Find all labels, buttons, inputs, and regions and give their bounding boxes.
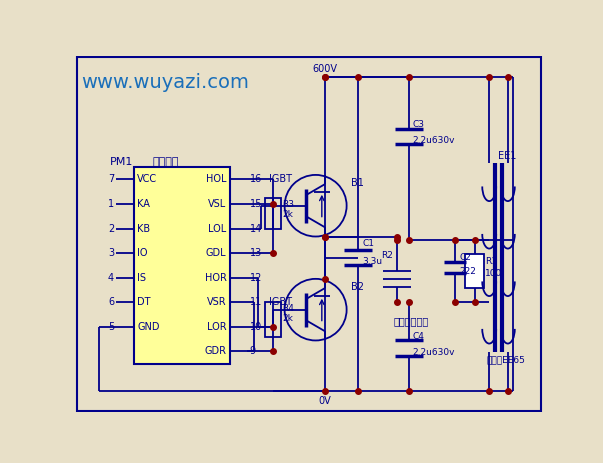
- Text: 3: 3: [108, 248, 114, 258]
- Text: 600V: 600V: [312, 64, 338, 75]
- Text: 5: 5: [108, 322, 114, 332]
- Text: 11: 11: [250, 297, 262, 307]
- Text: KA: KA: [137, 199, 150, 209]
- Text: 4: 4: [108, 273, 114, 282]
- Bar: [133, 167, 230, 363]
- Text: LOL: LOL: [208, 224, 227, 233]
- Text: 0V: 0V: [318, 395, 331, 406]
- Text: KB: KB: [137, 224, 151, 233]
- Text: 9: 9: [250, 346, 256, 357]
- Text: 3.3u: 3.3u: [362, 257, 382, 266]
- Bar: [265, 302, 281, 337]
- Text: GND: GND: [137, 322, 160, 332]
- Text: C2: C2: [459, 253, 471, 262]
- Text: EE1: EE1: [497, 150, 516, 161]
- Text: 7: 7: [108, 175, 114, 184]
- Text: 电流取样线圈: 电流取样线圈: [393, 316, 428, 326]
- Text: 10: 10: [250, 322, 262, 332]
- Text: R2: R2: [382, 251, 393, 260]
- Text: 100: 100: [485, 269, 502, 278]
- Text: HOL: HOL: [206, 175, 227, 184]
- Text: VSR: VSR: [207, 297, 227, 307]
- Text: 2k: 2k: [282, 211, 293, 219]
- Text: GDL: GDL: [206, 248, 227, 258]
- Text: 2.2u630v: 2.2u630v: [412, 136, 455, 145]
- Text: VSL: VSL: [208, 199, 227, 209]
- Text: IS: IS: [137, 273, 147, 282]
- Text: 2: 2: [108, 224, 114, 233]
- Text: R3: R3: [282, 200, 294, 209]
- Text: 2k: 2k: [282, 314, 293, 323]
- Text: 1: 1: [108, 199, 114, 209]
- Text: B2: B2: [350, 282, 364, 292]
- Text: 6: 6: [108, 297, 114, 307]
- Text: R4: R4: [282, 304, 294, 313]
- Text: R1: R1: [485, 257, 497, 266]
- Text: HOR: HOR: [204, 273, 227, 282]
- Bar: [465, 254, 484, 288]
- Text: 16: 16: [250, 175, 262, 184]
- Bar: [265, 198, 281, 229]
- Text: 全桥驱动: 全桥驱动: [153, 157, 179, 167]
- Text: LOR: LOR: [207, 322, 227, 332]
- Text: www.wuyazi.com: www.wuyazi.com: [81, 73, 250, 92]
- Text: IGBT: IGBT: [269, 297, 292, 307]
- Text: 变压器EE65: 变压器EE65: [486, 355, 525, 364]
- Text: C1: C1: [362, 239, 374, 248]
- Text: 2.2u630v: 2.2u630v: [412, 348, 455, 357]
- Text: IGBT: IGBT: [269, 174, 292, 184]
- Text: IO: IO: [137, 248, 148, 258]
- Text: 12: 12: [250, 273, 262, 282]
- Text: VCC: VCC: [137, 175, 157, 184]
- Text: C3: C3: [412, 120, 425, 129]
- Text: DT: DT: [137, 297, 151, 307]
- Text: 15: 15: [250, 199, 262, 209]
- Text: C4: C4: [412, 332, 425, 341]
- Text: 222: 222: [459, 267, 476, 275]
- Text: GDR: GDR: [204, 346, 227, 357]
- Text: PM1: PM1: [110, 157, 134, 167]
- Text: 13: 13: [250, 248, 262, 258]
- Text: B1: B1: [350, 178, 364, 188]
- Text: 14: 14: [250, 224, 262, 233]
